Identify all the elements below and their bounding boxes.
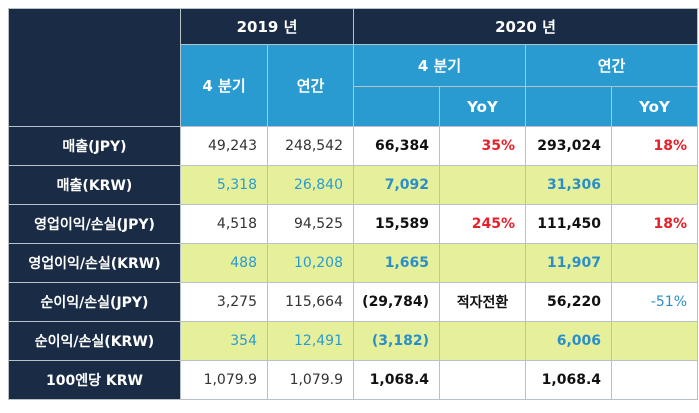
- row-label: 매출(JPY): [8, 126, 181, 166]
- cell-annual-2020: 293,024: [525, 126, 612, 166]
- row-label: 영업이익/손실(KRW): [8, 243, 181, 283]
- cell-annual-2020: 31,306: [525, 165, 612, 205]
- header-q4-2019: 4 분기: [180, 44, 268, 127]
- cell-q4-2019: 488: [180, 243, 268, 283]
- header-annual-2020: 연간: [525, 44, 698, 87]
- row-label: 매출(KRW): [8, 165, 181, 205]
- header-q4-2020: 4 분기: [353, 44, 526, 87]
- cell-q4-yoy: 245%: [439, 204, 526, 244]
- table-row: 매출(JPY) 49,243 248,542 66,384 35% 293,02…: [8, 126, 698, 166]
- cell-q4-2019: 3,275: [180, 282, 268, 322]
- cell-q4-yoy: 적자전환: [439, 282, 526, 322]
- table-row: 영업이익/손실(JPY) 4,518 94,525 15,589 245% 11…: [8, 204, 698, 244]
- cell-q4-2020: 1,068.4: [353, 360, 440, 400]
- cell-q4-2020: (3,182): [353, 321, 440, 361]
- cell-q4-yoy: [439, 165, 526, 205]
- cell-annual-2020: 6,006: [525, 321, 612, 361]
- header-annual-2020-value-blank: [525, 86, 612, 127]
- cell-annual-yoy: [611, 360, 698, 400]
- cell-q4-2020: 7,092: [353, 165, 440, 205]
- cell-annual-2019: 1,079.9: [267, 360, 354, 400]
- row-label: 순이익/손실(JPY): [8, 282, 181, 322]
- cell-q4-yoy: [439, 321, 526, 361]
- cell-annual-yoy: 18%: [611, 126, 698, 166]
- row-label: 영업이익/손실(JPY): [8, 204, 181, 244]
- cell-annual-2019: 26,840: [267, 165, 354, 205]
- cell-q4-2020: 15,589: [353, 204, 440, 244]
- cell-q4-yoy: 35%: [439, 126, 526, 166]
- cell-annual-2020: 11,907: [525, 243, 612, 283]
- cell-annual-2019: 115,664: [267, 282, 354, 322]
- cell-annual-2019: 248,542: [267, 126, 354, 166]
- header-year-2020: 2020 년: [353, 8, 698, 45]
- header-annual-2019: 연간: [267, 44, 354, 127]
- row-label: 100엔당 KRW: [8, 360, 181, 400]
- cell-annual-2019: 94,525: [267, 204, 354, 244]
- financial-table: 2019 년 2020 년 4 분기 연간 4 분기 연간 YoY YoY 매출…: [8, 8, 698, 400]
- header-yoy-q4: YoY: [439, 86, 526, 127]
- table-row: 순이익/손실(JPY) 3,275 115,664 (29,784) 적자전환 …: [8, 282, 698, 322]
- cell-q4-2020: 1,665: [353, 243, 440, 283]
- table-row: 매출(KRW) 5,318 26,840 7,092 31,306: [8, 165, 698, 205]
- cell-q4-2019: 354: [180, 321, 268, 361]
- cell-annual-yoy: -51%: [611, 282, 698, 322]
- header-yoy-annual: YoY: [611, 86, 698, 127]
- table-row: 순이익/손실(KRW) 354 12,491 (3,182) 6,006: [8, 321, 698, 361]
- cell-q4-2019: 1,079.9: [180, 360, 268, 400]
- cell-annual-2019: 10,208: [267, 243, 354, 283]
- table-row: 100엔당 KRW 1,079.9 1,079.9 1,068.4 1,068.…: [8, 360, 698, 400]
- cell-annual-2019: 12,491: [267, 321, 354, 361]
- cell-annual-2020: 1,068.4: [525, 360, 612, 400]
- row-label: 순이익/손실(KRW): [8, 321, 181, 361]
- cell-q4-2019: 4,518: [180, 204, 268, 244]
- corner-cell: [8, 8, 181, 127]
- cell-annual-2020: 56,220: [525, 282, 612, 322]
- cell-q4-2019: 5,318: [180, 165, 268, 205]
- cell-q4-2019: 49,243: [180, 126, 268, 166]
- cell-annual-2020: 111,450: [525, 204, 612, 244]
- cell-annual-yoy: [611, 321, 698, 361]
- cell-annual-yoy: [611, 165, 698, 205]
- cell-annual-yoy: 18%: [611, 204, 698, 244]
- cell-q4-2020: 66,384: [353, 126, 440, 166]
- header-q4-2020-value-blank: [353, 86, 440, 127]
- table-row: 영업이익/손실(KRW) 488 10,208 1,665 11,907: [8, 243, 698, 283]
- cell-annual-yoy: [611, 243, 698, 283]
- header-year-2019: 2019 년: [180, 8, 354, 45]
- cell-q4-yoy: [439, 243, 526, 283]
- cell-q4-yoy: [439, 360, 526, 400]
- cell-q4-2020: (29,784): [353, 282, 440, 322]
